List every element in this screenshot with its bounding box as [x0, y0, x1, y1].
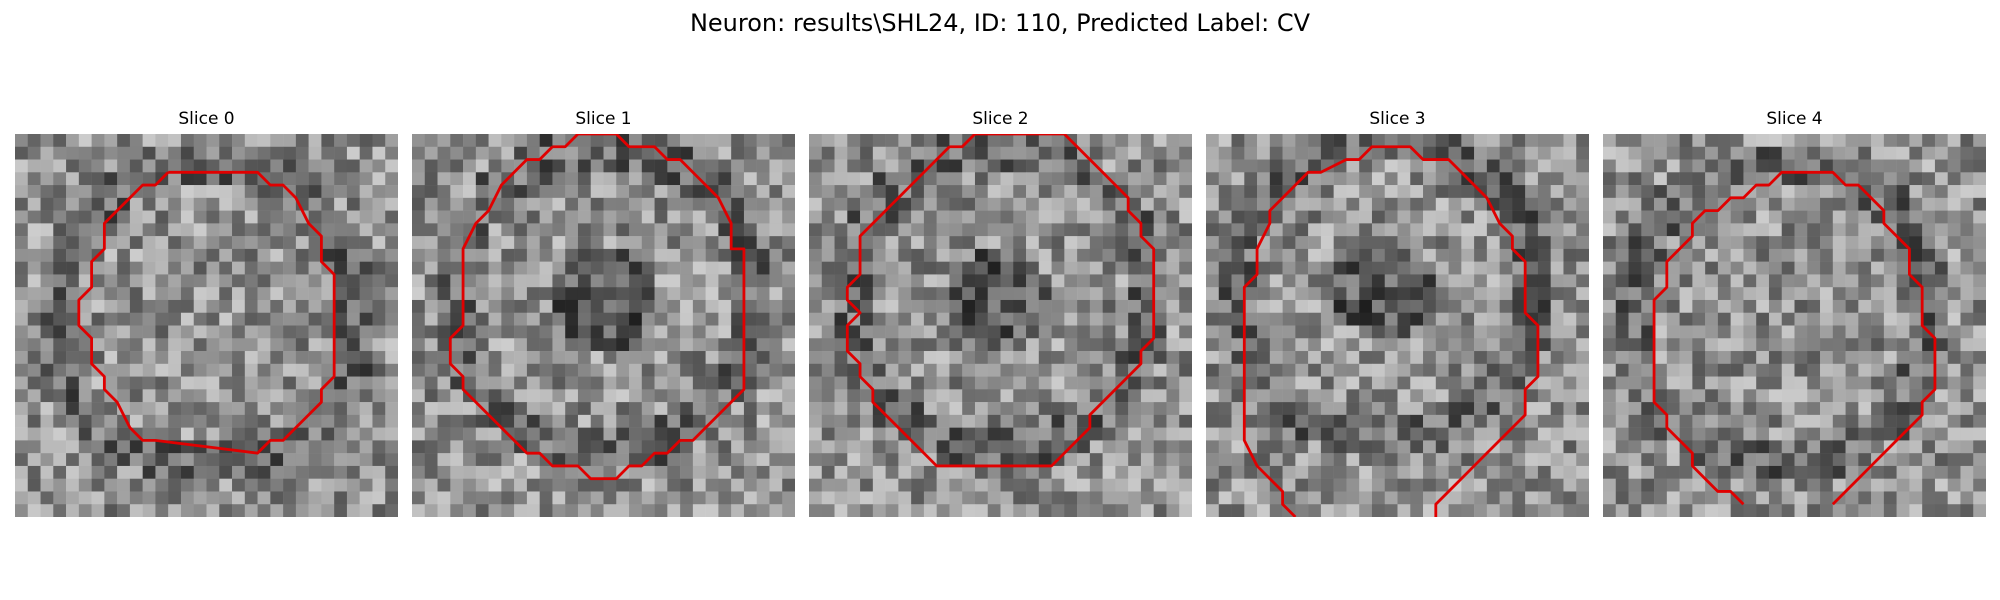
slice-panel-3: Slice 3	[1206, 108, 1589, 520]
segmentation-contour	[448, 134, 746, 481]
slice-image-1	[412, 134, 795, 517]
slice-panel-4: Slice 4	[1603, 108, 1986, 520]
slice-panel-0: Slice 0	[15, 108, 398, 520]
segmentation-contour	[77, 170, 336, 455]
grayscale-pixel-grid	[1206, 134, 1589, 517]
segmentation-contour	[1652, 170, 1937, 506]
slice-image-0	[15, 134, 398, 517]
grayscale-pixel-grid	[809, 134, 1192, 517]
slice-image-2	[809, 134, 1192, 517]
slice-image-4	[1603, 134, 1986, 517]
slice-title-0: Slice 0	[178, 109, 235, 129]
segmentation-contour	[845, 134, 1156, 468]
slice-title-2: Slice 2	[972, 109, 1029, 129]
slice-image-3	[1206, 134, 1589, 517]
slice-panel-2: Slice 2	[809, 108, 1192, 520]
figure-title: Neuron: results\SHL24, ID: 110, Predicte…	[689, 9, 1311, 37]
slice-title-3: Slice 3	[1369, 109, 1426, 129]
grayscale-pixel-grid	[1603, 134, 1986, 517]
slice-title-1: Slice 1	[575, 109, 632, 129]
segmentation-contour	[1242, 145, 1540, 517]
grayscale-pixel-grid	[15, 134, 398, 517]
slice-title-4: Slice 4	[1766, 109, 1823, 129]
slice-panel-1: Slice 1	[412, 108, 795, 520]
grayscale-pixel-grid	[412, 134, 795, 517]
